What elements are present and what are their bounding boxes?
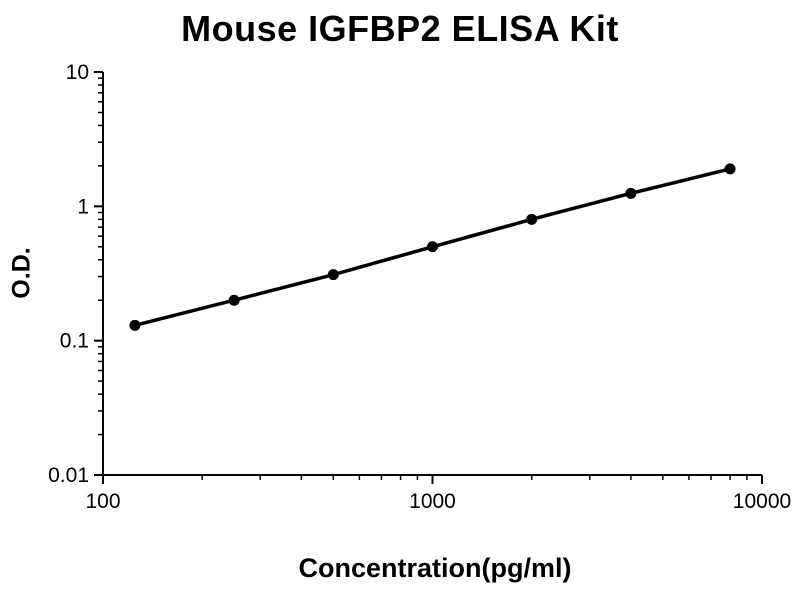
- data-point: [724, 163, 736, 175]
- x-tick-label: 10000: [733, 490, 791, 513]
- data-point: [228, 294, 240, 306]
- y-tick-label: 0.1: [60, 330, 89, 353]
- data-point: [327, 269, 339, 281]
- y-tick-label: 10: [66, 61, 89, 84]
- y-tick-label: 0.01: [48, 464, 89, 487]
- data-point: [129, 319, 141, 331]
- x-tick-label: 1000: [409, 490, 456, 513]
- x-tick-label: 100: [85, 490, 120, 513]
- x-axis-label: Concentration(pg/ml): [298, 553, 572, 583]
- data-point: [427, 241, 438, 253]
- data-point: [526, 213, 538, 225]
- chart-title: Mouse IGFBP2 ELISA Kit: [181, 8, 619, 49]
- data-point: [625, 187, 637, 199]
- y-tick-label: 1: [77, 195, 89, 218]
